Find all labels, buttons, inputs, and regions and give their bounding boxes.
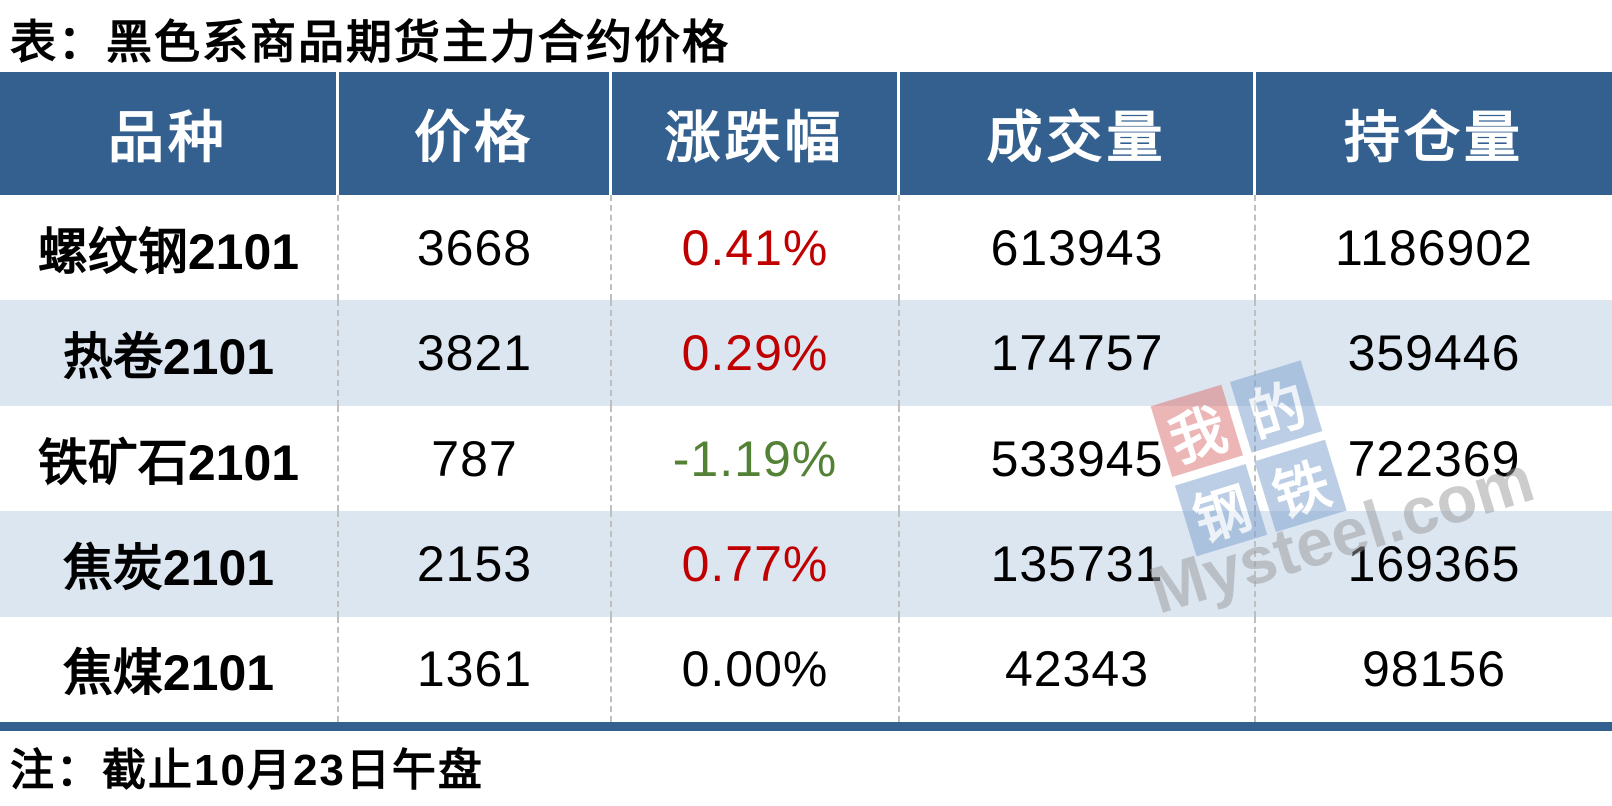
table-body: 螺纹钢2101 3668 0.41% 613943 1186902 热卷2101 3821 0… <box>0 195 1612 723</box>
table-row: 铁矿石2101 787 -1.19% 533945 722369 <box>0 405 1612 512</box>
column-header-change: 涨跌幅 <box>612 72 900 195</box>
table-row: 螺纹钢2101 3668 0.41% 613943 1186902 <box>0 195 1612 301</box>
table-row: 焦炭2101 2153 0.77% 135731 169365 <box>0 511 1612 617</box>
cell-variety: 螺纹钢2101 <box>0 195 339 301</box>
futures-price-table: 品种 价格 涨跌幅 成交量 持仓量 螺纹钢2101 3668 0.41% 613943… <box>0 72 1612 723</box>
column-header-variety: 品种 <box>0 72 339 195</box>
cell-price: 3668 <box>339 195 612 301</box>
cell-volume: 533945 <box>900 405 1256 512</box>
cell-change: 0.41% <box>612 195 900 301</box>
cell-change: 0.00% <box>612 616 900 723</box>
cell-variety: 焦煤2101 <box>0 616 339 723</box>
table-header-row: 品种 价格 涨跌幅 成交量 持仓量 <box>0 72 1612 195</box>
cell-change: 0.77% <box>612 511 900 617</box>
cell-price: 1361 <box>339 616 612 723</box>
cell-variety: 焦炭2101 <box>0 511 339 617</box>
column-header-volume: 成交量 <box>900 72 1256 195</box>
table-row: 热卷2101 3821 0.29% 174757 359446 <box>0 300 1612 406</box>
table-row: 焦煤2101 1361 0.00% 42343 98156 <box>0 616 1612 723</box>
cell-open-interest: 359446 <box>1347 325 1521 382</box>
footnote: 注：截止10月23日午盘 <box>10 746 484 795</box>
cell-volume: 42343 <box>900 616 1256 723</box>
column-header-open-interest: 持仓量 <box>1256 72 1612 195</box>
cell-open-interest: 1186902 <box>1335 219 1533 276</box>
cell-change: 0.29% <box>612 300 900 406</box>
page-title: 表：黑色系商品期货主力合约价格 <box>10 16 730 68</box>
cell-open-interest: 722369 <box>1347 430 1521 487</box>
cell-price: 3821 <box>339 300 612 406</box>
cell-open-interest: 169365 <box>1347 535 1521 592</box>
cell-price: 787 <box>339 405 612 512</box>
column-header-price: 价格 <box>339 72 612 195</box>
cell-price: 2153 <box>339 511 612 617</box>
cell-variety: 铁矿石2101 <box>0 405 339 512</box>
table-bottom-bar <box>0 722 1612 731</box>
cell-volume: 174757 <box>900 300 1256 406</box>
cell-change: -1.19% <box>612 405 900 512</box>
cell-variety: 热卷2101 <box>0 300 339 406</box>
cell-volume: 135731 <box>900 511 1256 617</box>
cell-open-interest: 98156 <box>1361 641 1507 698</box>
cell-volume: 613943 <box>900 195 1256 301</box>
